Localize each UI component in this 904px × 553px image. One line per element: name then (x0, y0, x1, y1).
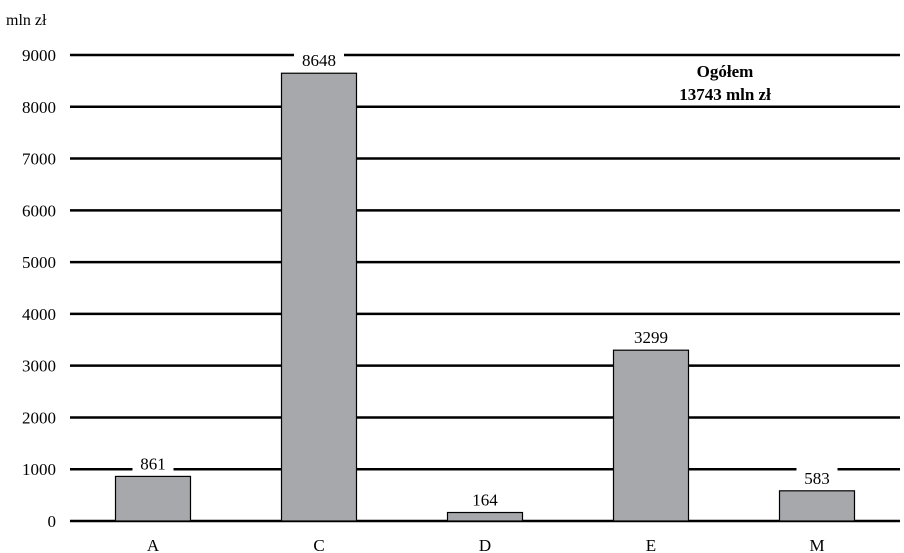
y-tick-label: 5000 (22, 253, 56, 272)
total-annotation-line2: 13743 mln zł (679, 85, 771, 104)
x-tick-label: D (479, 536, 491, 553)
data-label: 164 (472, 491, 498, 510)
y-tick-label: 9000 (22, 46, 56, 65)
x-tick-label: M (809, 536, 824, 553)
data-label-bg (132, 453, 174, 474)
data-label: 861 (140, 454, 166, 473)
y-tick-label: 8000 (22, 98, 56, 117)
y-tick-label: 7000 (22, 150, 56, 169)
data-label: 8648 (302, 51, 336, 70)
total-annotation-line1: Ogółem (697, 62, 754, 81)
bar (612, 349, 690, 522)
data-label: 3299 (634, 328, 668, 347)
data-label-bg (626, 327, 676, 348)
bar (778, 490, 856, 522)
y-axis-ticks: 0 1000 2000 3000 4000 5000 6000 7000 8000 9000 (22, 46, 56, 531)
data-label-bg (294, 50, 344, 71)
bar (446, 511, 524, 522)
data-label-bg (796, 467, 838, 488)
total-annotation: Ogółem 13743 mln zł (679, 62, 771, 104)
y-tick-label: 6000 (22, 201, 56, 220)
y-tick-label: 0 (48, 512, 57, 531)
y-tick-label: 2000 (22, 408, 56, 427)
x-tick-label: A (147, 536, 160, 553)
bars (114, 72, 856, 522)
bar (280, 72, 358, 522)
y-tick-label: 1000 (22, 460, 56, 479)
data-labels: 861 8648 164 3299 583 (132, 50, 838, 510)
bar (114, 475, 192, 522)
data-label-bg (464, 489, 506, 510)
y-unit-label: mln zł (6, 12, 47, 29)
data-label: 583 (804, 469, 830, 488)
y-tick-label: 4000 (22, 305, 56, 324)
y-tick-label: 3000 (22, 357, 56, 376)
x-tick-label: C (313, 536, 324, 553)
gridlines (70, 53, 900, 523)
x-tick-label: E (646, 536, 656, 553)
